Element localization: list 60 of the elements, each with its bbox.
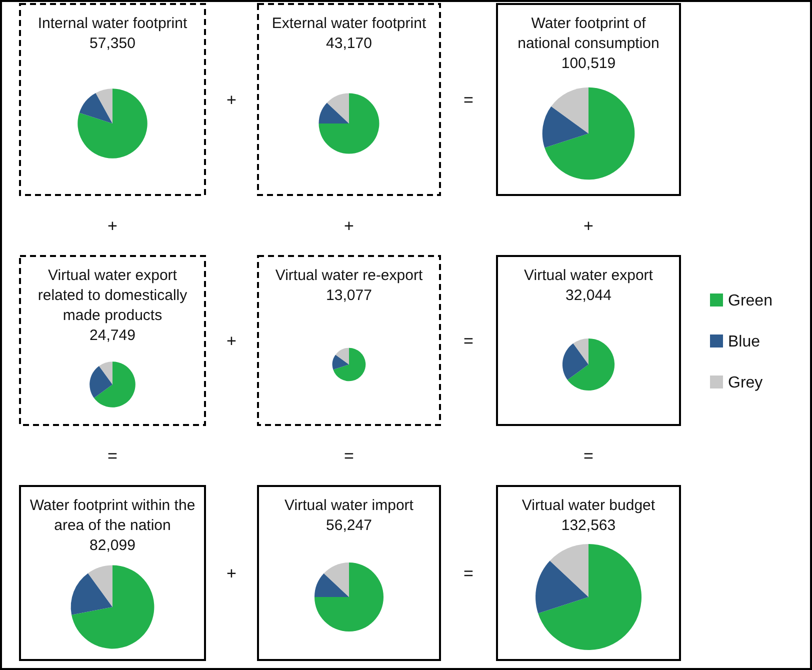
pie-slice [314,562,384,632]
pie-slice [70,573,112,615]
chart-subtitle: 43,170 [326,35,372,52]
chart-subtitle: 57,350 [90,35,136,52]
pie-slice [79,92,112,124]
pie-slice [333,348,366,382]
pie-slice [573,338,588,364]
legend-label: Grey [728,374,763,392]
pie-slice [99,362,112,384]
chart-title: External water footprint [272,15,427,32]
pie-slice [326,93,349,124]
legend-label: Blue [728,334,760,350]
chart-subtitle: 82,099 [90,537,136,554]
text: + [226,564,237,583]
chart-title: Water footprint of national consumption [518,15,660,52]
pie-slice [96,88,112,124]
chart-title: Virtual water import [284,497,414,514]
chart-subtitle: 24,749 [90,327,136,344]
text: = [464,564,474,583]
chart-title: Virtual water budget [522,497,656,514]
text: + [226,90,237,110]
chart-title: Water footprint within the area of the nation [30,497,196,534]
pie-slice [562,343,588,380]
pie-slice [90,366,112,398]
pie-slice [318,102,349,124]
chart-subtitle: 132,563 [561,517,616,534]
pie-slice [567,338,615,391]
chart-subtitle: 100,519 [561,55,616,72]
text: + [584,216,594,236]
chart-subtitle: 56,247 [326,517,372,534]
chart-subtitle: 32,044 [566,287,612,304]
chart-title: Virtual water export [524,267,654,284]
chart-title: Virtual water re-export [275,267,424,284]
text: = [464,90,474,110]
legend-label: Green [728,292,772,310]
pie-slice [94,362,136,408]
pie-slice [78,88,148,158]
chart-title: Internal water footprint [38,15,188,32]
pie-slice [551,87,588,134]
pie-slice [332,354,349,370]
pie-slice [72,565,154,649]
text: = [344,446,354,466]
pie-slice [88,565,112,607]
pie-slice [324,562,349,597]
text: = [584,446,594,466]
pie-slice [542,106,588,148]
text: + [226,332,237,350]
text: + [344,216,354,236]
pie-slice [538,544,642,650]
chart-title: Virtual water export related to domestically made products [38,267,188,324]
pie-slice [314,573,349,597]
pie-slice [536,560,588,614]
chart-subtitle: 13,077 [326,287,372,304]
pie-slice [318,93,380,154]
text: = [464,332,474,350]
pie-slice [544,87,635,180]
text: + [108,216,118,236]
text: = [108,446,118,466]
pie-slice [336,348,349,364]
pie-slice [550,544,588,597]
